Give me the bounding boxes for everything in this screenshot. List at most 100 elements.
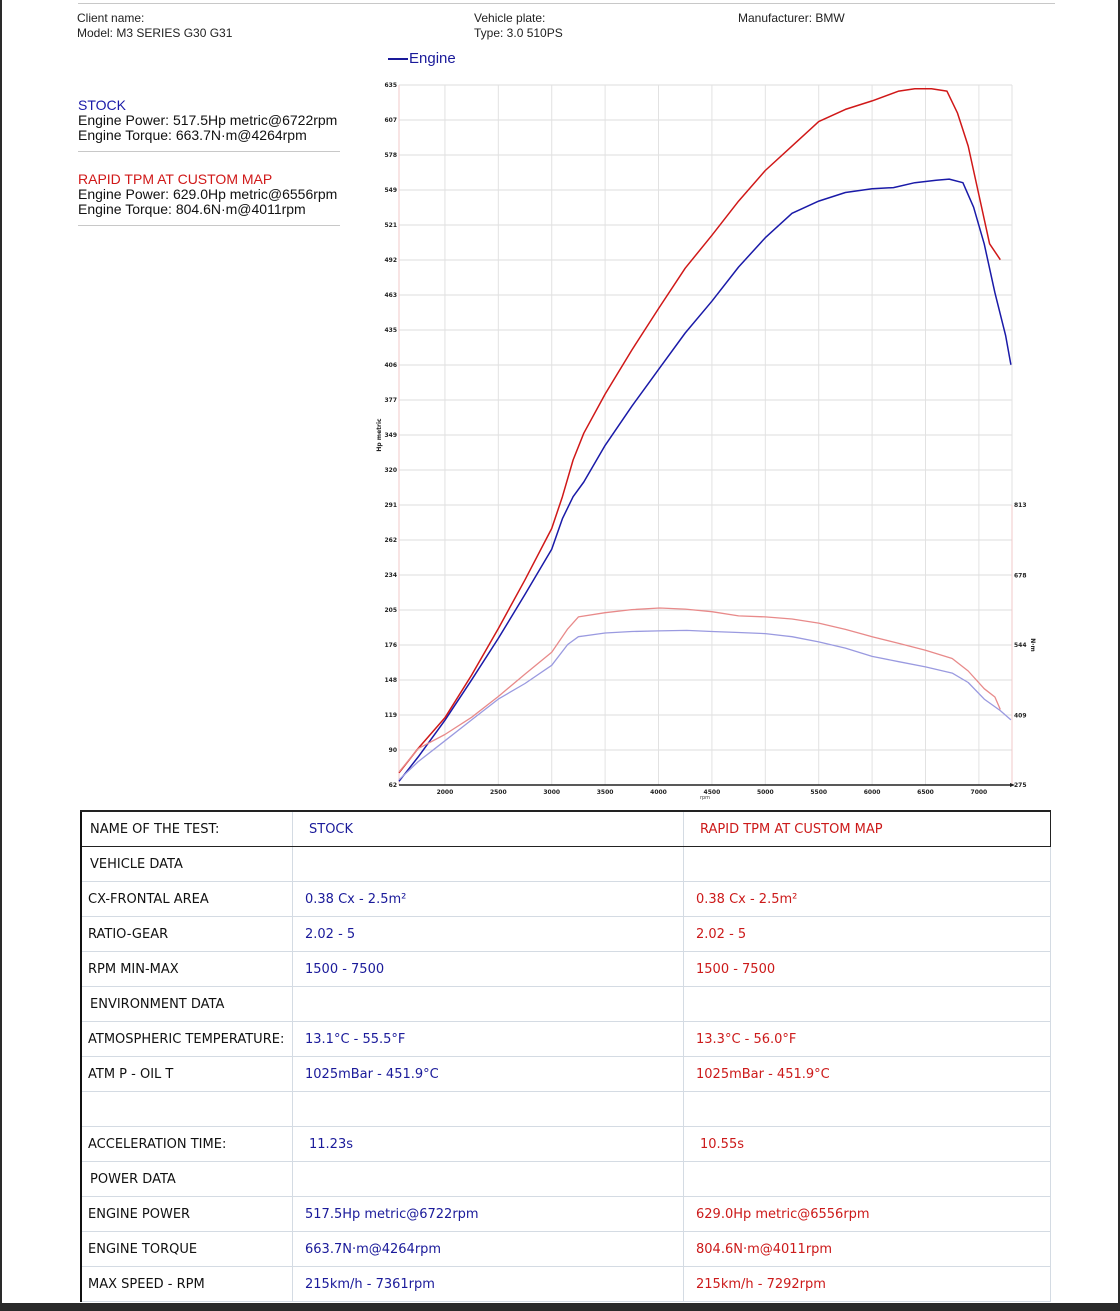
y-tick-label: 635 bbox=[384, 82, 397, 89]
y-tick-label: 90 bbox=[389, 747, 397, 754]
x-tick-label: 2000 bbox=[437, 789, 454, 796]
table-cell-stock: 1025mBar - 451.9°C bbox=[292, 1056, 684, 1092]
table-cell-stock: 13.1°C - 55.5°F bbox=[292, 1021, 684, 1057]
summary-tuned-title: RAPID TPM AT CUSTOM MAP bbox=[78, 171, 273, 187]
summary-stock-torque: Engine Torque: 663.7N·m@4264rpm bbox=[78, 127, 307, 143]
y-tick-label: 578 bbox=[384, 152, 397, 159]
table-row: CX-FRONTAL AREA 0.38 Cx - 2.5m² 0.38 Cx - … bbox=[80, 881, 1051, 917]
top-divider bbox=[78, 3, 1055, 4]
table-cell-stock bbox=[292, 1161, 684, 1197]
y2-tick-label: 409 bbox=[1014, 712, 1027, 719]
table-cell-label: MAX SPEED - RPM bbox=[80, 1266, 293, 1302]
summary-divider bbox=[78, 225, 340, 226]
table-cell-tuned: 2.02 - 5 bbox=[683, 916, 1051, 952]
table-cell-stock: 11.23s bbox=[292, 1126, 684, 1162]
table-cell-tuned bbox=[683, 986, 1051, 1022]
y-tick-label: 320 bbox=[384, 467, 397, 474]
vehicle-plate-label: Vehicle plate: bbox=[474, 11, 546, 25]
table-header-tuned: RAPID TPM AT CUSTOM MAP bbox=[683, 810, 1051, 847]
y2-tick-label: 544 bbox=[1014, 642, 1027, 649]
summary-tuned-power: Engine Power: 629.0Hp metric@6556rpm bbox=[78, 186, 338, 202]
table-cell-stock: 1500 - 7500 bbox=[292, 951, 684, 987]
table-cell-stock bbox=[292, 846, 684, 882]
table-cell-tuned: 629.0Hp metric@6556rpm bbox=[683, 1196, 1051, 1232]
table-cell-stock bbox=[292, 1091, 684, 1127]
table-cell-tuned bbox=[683, 1161, 1051, 1197]
y-tick-label: 521 bbox=[384, 222, 397, 229]
legend-line-icon bbox=[388, 58, 408, 61]
series-line bbox=[398, 629, 1012, 781]
y-tick-label: 262 bbox=[384, 537, 397, 544]
y-tick-label: 492 bbox=[384, 257, 397, 264]
table-cell-stock: 215km/h - 7361rpm bbox=[292, 1266, 684, 1302]
summary-stock-power: Engine Power: 517.5Hp metric@6722rpm bbox=[78, 112, 338, 128]
y-tick-label: 291 bbox=[384, 502, 397, 509]
x-tick-label: 3500 bbox=[597, 789, 614, 796]
table-row: MAX SPEED - RPM 215km/h - 7361rpm 215km/h … bbox=[80, 1266, 1051, 1302]
table-cell-label: ACCELERATION TIME: bbox=[80, 1126, 293, 1162]
summary-tuned-torque: Engine Torque: 804.6N·m@4011rpm bbox=[78, 201, 306, 217]
y-tick-label: 62 bbox=[389, 782, 397, 789]
y-tick-label: 406 bbox=[384, 362, 397, 369]
table-row: ENGINE POWER 517.5Hp metric@6722rpm 629.0H… bbox=[80, 1196, 1051, 1232]
y-tick-label: 377 bbox=[384, 397, 397, 404]
table-row: ACCELERATION TIME: 11.23s 10.55s bbox=[80, 1126, 1051, 1162]
x-tick-label: 5500 bbox=[810, 789, 827, 796]
table-header-row: NAME OF THE TEST: STOCK RAPID TPM AT CUS… bbox=[80, 810, 1051, 847]
model-label: Model: M3 SERIES G30 G31 bbox=[77, 26, 233, 40]
y2-tick-label: 813 bbox=[1014, 502, 1027, 509]
table-cell-label: CX-FRONTAL AREA bbox=[80, 881, 293, 917]
y-tick-label: 205 bbox=[384, 607, 397, 614]
chart-legend: Engine bbox=[388, 50, 456, 67]
table-row: ATM P - OIL T 1025mBar - 451.9°C 1025mBar … bbox=[80, 1056, 1051, 1092]
table-cell-stock bbox=[292, 986, 684, 1022]
table-row: RATIO-GEAR 2.02 - 5 2.02 - 5 bbox=[80, 916, 1051, 952]
y-tick-label: 463 bbox=[384, 292, 397, 299]
table-cell-tuned: 1500 - 7500 bbox=[683, 951, 1051, 987]
y2-tick-label: 275 bbox=[1014, 782, 1027, 789]
table-row bbox=[80, 1091, 1051, 1127]
summary-stock: STOCK Engine Power: 517.5Hp metric@6722r… bbox=[78, 98, 340, 152]
table-cell-label: POWER DATA bbox=[80, 1161, 293, 1197]
table-cell-tuned: 215km/h - 7292rpm bbox=[683, 1266, 1051, 1302]
summary-stock-title: STOCK bbox=[78, 97, 126, 113]
table-cell-tuned: 0.38 Cx - 2.5m² bbox=[683, 881, 1051, 917]
table-row: POWER DATA bbox=[80, 1161, 1051, 1197]
table-cell-label: RPM MIN-MAX bbox=[80, 951, 293, 987]
table-cell-tuned: 13.3°C - 56.0°F bbox=[683, 1021, 1051, 1057]
y-tick-label: 435 bbox=[384, 327, 397, 334]
y-tick-label: 148 bbox=[384, 677, 397, 684]
table-cell-label: ENVIRONMENT DATA bbox=[80, 986, 293, 1022]
x-tick-label: 4500 bbox=[704, 789, 721, 796]
x-axis-label: rpm bbox=[700, 795, 710, 801]
test-data-table: NAME OF THE TEST: STOCK RAPID TPM AT CUS… bbox=[80, 810, 1051, 1302]
x-tick-label: 3000 bbox=[543, 789, 560, 796]
table-row: RPM MIN-MAX 1500 - 7500 1500 - 7500 bbox=[80, 951, 1051, 987]
legend-label: Engine bbox=[409, 50, 456, 67]
manufacturer-label: Manufacturer: BMW bbox=[738, 11, 845, 25]
table-cell-stock: 0.38 Cx - 2.5m² bbox=[292, 881, 684, 917]
table-cell-stock: 663.7N·m@4264rpm bbox=[292, 1231, 684, 1267]
table-cell-tuned: 1025mBar - 451.9°C bbox=[683, 1056, 1051, 1092]
table-cell-label bbox=[80, 1091, 293, 1127]
dyno-chart: 635 607 578 549 521 492 463 435 406 377 349 320 291 2… bbox=[376, 82, 1036, 801]
table-row: ATMOSPHERIC TEMPERATURE: 13.1°C - 55.5°F 1… bbox=[80, 1021, 1051, 1057]
table-cell-tuned bbox=[683, 846, 1051, 882]
header-client: Client name: Model: M3 SERIES G30 G31 bbox=[77, 11, 232, 41]
y-tick-label: 549 bbox=[384, 187, 397, 194]
table-cell-label: VEHICLE DATA bbox=[80, 846, 293, 882]
summary-divider bbox=[78, 151, 340, 152]
y-tick-label: 234 bbox=[384, 572, 397, 579]
type-label: Type: 3.0 510PS bbox=[474, 26, 563, 40]
table-row: VEHICLE DATA bbox=[80, 846, 1051, 882]
table-cell-tuned: 804.6N·m@4011rpm bbox=[683, 1231, 1051, 1267]
y-tick-label: 607 bbox=[384, 117, 397, 124]
table-cell-label: ENGINE POWER bbox=[80, 1196, 293, 1232]
client-name-label: Client name: bbox=[77, 11, 145, 25]
x-tick-label: 6000 bbox=[864, 789, 881, 796]
x-tick-label: 2500 bbox=[490, 789, 507, 796]
series-line bbox=[398, 87, 1001, 774]
y-tick-label: 349 bbox=[384, 432, 397, 439]
table-cell-tuned bbox=[683, 1091, 1051, 1127]
x-tick-label: 5000 bbox=[757, 789, 774, 796]
